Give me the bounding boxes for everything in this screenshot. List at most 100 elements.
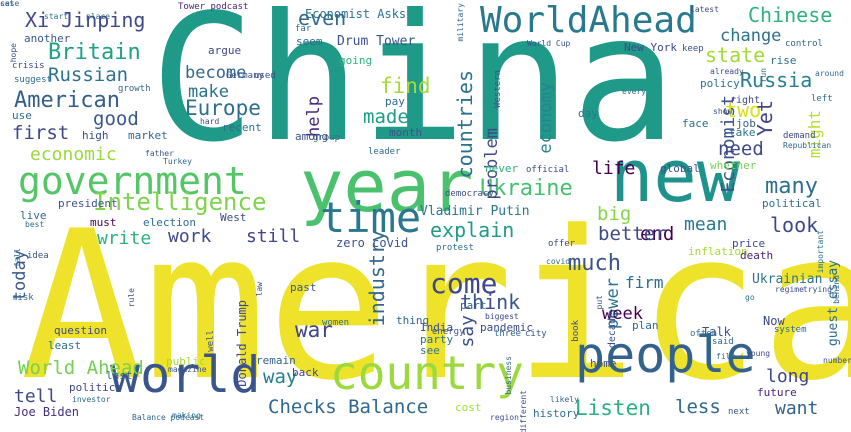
word-military: military [456,3,465,42]
word-every: every [622,87,647,96]
word-put: put [595,295,604,310]
word-use: use [12,109,32,122]
word-much: much [568,251,621,276]
word-time: time [320,193,422,242]
word-past: past [290,281,317,294]
word-joe-biden: Joe Biden [14,405,80,419]
word-women: women [322,318,350,328]
word-month: month [389,126,423,139]
word-election: election [143,216,196,229]
word-left: left [811,94,833,104]
word-control: control [785,39,823,49]
word-high: high [82,129,109,142]
word-magazine: magazine [168,365,207,374]
word-far: far [295,24,312,34]
word-decade: decade [607,312,618,349]
word-show: show [713,107,733,116]
word-trying: trying [803,285,832,294]
word-political: political [762,197,822,210]
word-now: Now [763,314,785,328]
word-said: said [712,337,734,347]
word-remain: remain [256,354,296,367]
word-want: want [775,398,819,419]
word-likely: likely [550,395,579,404]
word-west: West [220,211,247,224]
word-chinese: Chinese [748,3,833,27]
word-economist-asks: Economist Asks [305,7,407,21]
word-need: need [718,138,764,160]
word-zero-covid: zero covid [336,236,409,250]
word-going: going [339,54,373,67]
word-start: start [44,12,69,21]
word-balance-podcast: Balance podcast [132,413,205,422]
word-place: place [86,12,111,21]
word-take: take [729,126,756,139]
word-recent: recent [222,121,262,134]
word-tell: tell [14,386,58,407]
word-germany: Germany [226,71,264,81]
word-another: another [24,32,71,45]
word-city: city [525,329,547,339]
word-energy: energy [432,327,465,337]
word-future: future [757,386,797,399]
word-come: come [430,267,498,300]
word-many: many [765,174,818,199]
word-american: American [14,88,120,113]
word-explain: explain [430,218,515,242]
word-rule: rule [127,288,136,308]
word-democracy: democracy [445,189,494,199]
word-whether: whether [710,159,757,172]
word-three: three [494,329,522,339]
word-rise: rise [770,54,797,67]
word-home: home [590,357,617,370]
word-question: question [54,324,107,337]
word-new-york: New York [624,41,677,54]
word-death: death [740,249,774,262]
word-book: book [571,320,581,342]
word-often: often [690,329,718,339]
word-job: job [736,117,756,130]
word-must: must [90,216,117,229]
word-run: run [759,68,768,83]
word-case: case [0,0,20,8]
word-making: making [172,411,201,420]
word-become: become [185,63,247,83]
word-crisis: crisis [12,61,45,71]
word-pay: pay [385,95,405,108]
word-listen: Listen [575,396,651,420]
word-world-cup: World Cup [527,39,571,48]
word-mean: mean [684,214,728,235]
word-part: part [460,299,487,312]
word-risk: risk [12,293,34,303]
word-offer: offer [548,239,576,249]
word-good: good [93,108,139,130]
word-right: right [730,95,761,106]
word-india: India [420,321,454,334]
word-among: among [295,130,329,143]
word-idea: idea [27,251,49,261]
word-britain: Britain [48,40,141,65]
word-world: world [110,346,261,404]
word-father: father [145,149,174,158]
word-week: week [602,304,643,324]
word-used: used [254,71,276,81]
word-president: president [58,197,118,210]
word-state: state [705,43,766,67]
word-already: already [710,67,744,76]
word-look: look [770,213,819,237]
word-worldahead: WorldAhead [480,0,697,41]
word-important: important [816,230,825,274]
word-system: system [774,325,807,335]
word-still: still [246,226,301,247]
word-well: well [206,330,216,352]
word-hard: hard [200,117,220,126]
word-end: end [640,223,675,245]
word-two: two [725,98,762,122]
word-price: price [732,237,766,250]
word-cost: cost [455,401,482,414]
word-next: next [728,407,750,417]
word-seem: seem [296,35,323,48]
word-last: last [106,369,133,382]
word-people: people [575,326,756,384]
